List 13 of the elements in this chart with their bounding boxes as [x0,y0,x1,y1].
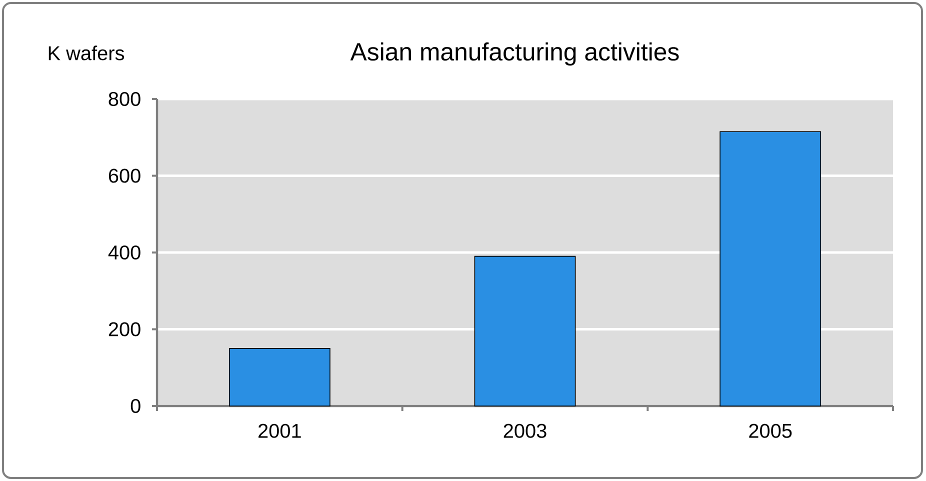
x-tick-label: 2001 [258,424,301,438]
x-tick-label: 2003 [504,424,546,438]
x-tick-label: 2005 [749,424,792,438]
bar [474,256,576,406]
bar [228,348,330,406]
y-tick-label: 0 [130,398,140,414]
y-tick-label: 400 [108,245,140,260]
y-axis-title: K wafers [48,46,124,60]
bar [720,131,822,406]
y-tick-label: 800 [108,92,140,106]
chart-title: Asian manufacturing activities [350,42,679,66]
y-tick-label: 200 [108,322,140,336]
y-tick-label: 600 [108,168,140,183]
